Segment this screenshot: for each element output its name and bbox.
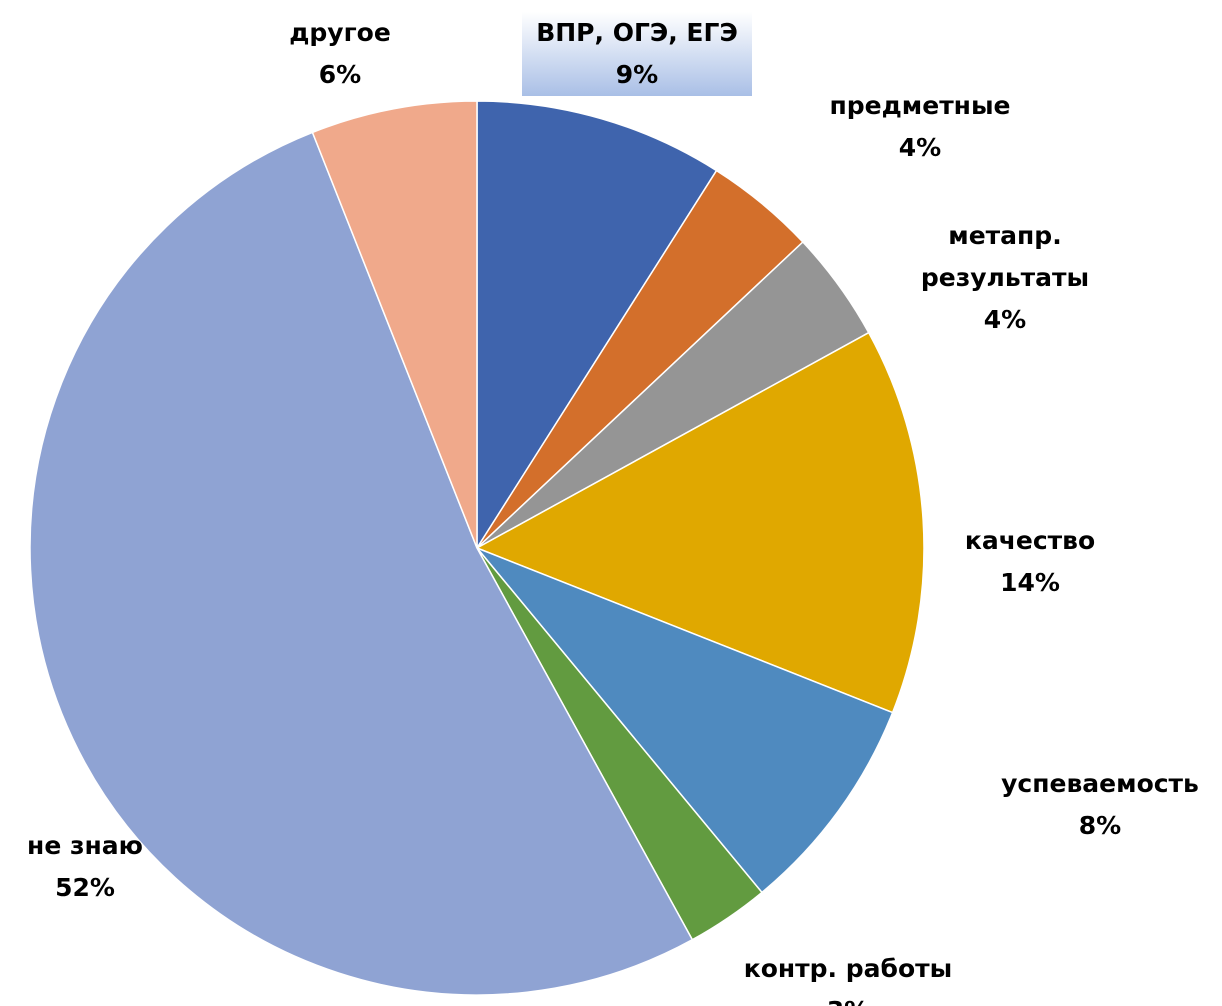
- value-label: 9%: [615, 60, 659, 89]
- data-label: метапр. результаты 4%: [910, 215, 1100, 341]
- value-label: 4%: [898, 133, 942, 162]
- value-label: 8%: [1078, 811, 1122, 840]
- data-label: качество 14%: [930, 520, 1130, 604]
- data-label: ВПР, ОГЭ, ЕГЭ 9%: [522, 12, 752, 96]
- value-label: 4%: [983, 305, 1027, 334]
- data-label: другое 6%: [260, 12, 420, 96]
- value-label: 6%: [318, 60, 362, 89]
- category-label: предметные: [829, 91, 1011, 120]
- pie-slice: [311, 100, 478, 549]
- category-label: контр. работы: [743, 954, 953, 983]
- data-label: успеваемость 8%: [970, 763, 1222, 847]
- value-label: 14%: [1000, 568, 1060, 597]
- category-label: другое: [289, 18, 391, 47]
- data-label: контр. работы 3%: [718, 948, 978, 1006]
- pie-slice: [29, 131, 694, 996]
- value-label: 52%: [55, 873, 115, 902]
- category-label: ВПР, ОГЭ, ЕГЭ: [536, 18, 738, 47]
- value-label: 3%: [718, 990, 978, 1006]
- category-label: качество: [964, 526, 1096, 555]
- category-label: успеваемость: [1001, 769, 1199, 798]
- category-label: метапр. результаты: [920, 221, 1090, 292]
- pie-slice: [475, 331, 925, 714]
- pie-slice: [476, 100, 718, 551]
- category-label: не знаю: [27, 831, 143, 860]
- data-label: не знаю 52%: [5, 825, 165, 909]
- pie-slice: [476, 547, 894, 894]
- data-label: предметные 4%: [800, 85, 1040, 169]
